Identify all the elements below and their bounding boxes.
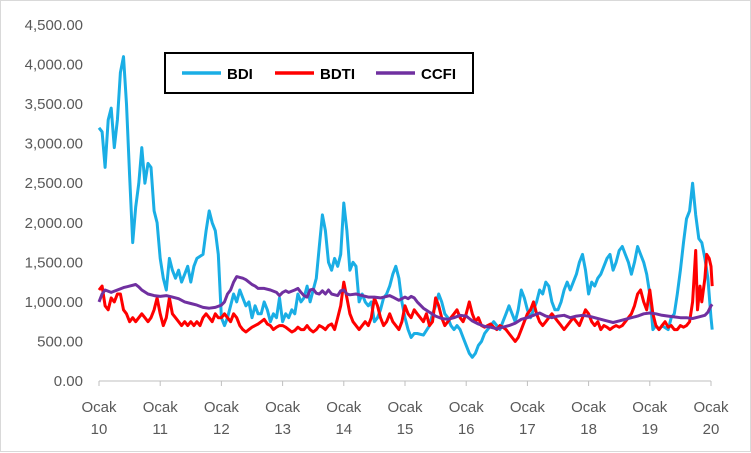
legend-label-ccfi: CCFI [421, 66, 456, 83]
x-tick-label-year: 20 [703, 421, 720, 438]
x-tick-label-month: Ocak [204, 399, 240, 416]
x-tick-label-month: Ocak [510, 399, 546, 416]
y-tick-label: 2,000.00 [25, 215, 83, 232]
y-tick-label: 0.00 [54, 373, 83, 390]
legend: BDI BDTI CCFI [164, 52, 474, 94]
series-line-bdi [97, 55, 714, 359]
y-tick-label: 4,000.00 [25, 57, 83, 74]
x-tick-label-month: Ocak [449, 399, 485, 416]
legend-label-bdti: BDTI [320, 66, 355, 83]
x-tick-label-month: Ocak [693, 399, 729, 416]
x-tick-label-year: 10 [91, 421, 108, 438]
y-tick-label: 1,000.00 [25, 294, 83, 311]
x-tick-label-month: Ocak [571, 399, 607, 416]
y-tick-label: 3,000.00 [25, 136, 83, 153]
x-tick-label-year: 16 [458, 421, 475, 438]
x-tick-label-year: 11 [152, 421, 168, 438]
y-tick-label: 3,500.00 [25, 96, 83, 113]
series-line-ccfi [97, 275, 714, 331]
x-tick-label-month: Ocak [143, 399, 179, 416]
x-tick-label-month: Ocak [265, 399, 301, 416]
x-axis: Ocak 10 Ocak 11 Ocak 12 Ocak 13 Ocak 14 Ocak 15 Ocak… [81, 380, 729, 438]
y-tick-label: 4,500.00 [25, 17, 83, 34]
x-tick-label-year: 12 [213, 421, 230, 438]
y-tick-label: 1,500.00 [25, 254, 83, 271]
x-tick-label-month: Ocak [81, 399, 117, 416]
series-lines [97, 55, 714, 359]
x-tick-label-year: 13 [274, 421, 291, 438]
x-tick-label-year: 15 [397, 421, 414, 438]
x-tick-label-month: Ocak [632, 399, 668, 416]
x-tick-label-year: 19 [641, 421, 658, 438]
y-tick-label: 2,500.00 [25, 175, 83, 192]
x-tick-label-year: 18 [580, 421, 597, 438]
x-tick-label-month: Ocak [326, 399, 362, 416]
series-line-bdti [97, 249, 714, 343]
legend-label-bdi: BDI [227, 66, 253, 83]
x-tick-label-month: Ocak [387, 399, 423, 416]
x-tick-label-year: 14 [335, 421, 352, 438]
x-tick-label-year: 17 [519, 421, 536, 438]
y-tick-label: 500.00 [37, 333, 83, 350]
y-axis: 0.00 500.00 1,000.00 1,500.00 2,000.00 2,500.… [25, 17, 83, 390]
